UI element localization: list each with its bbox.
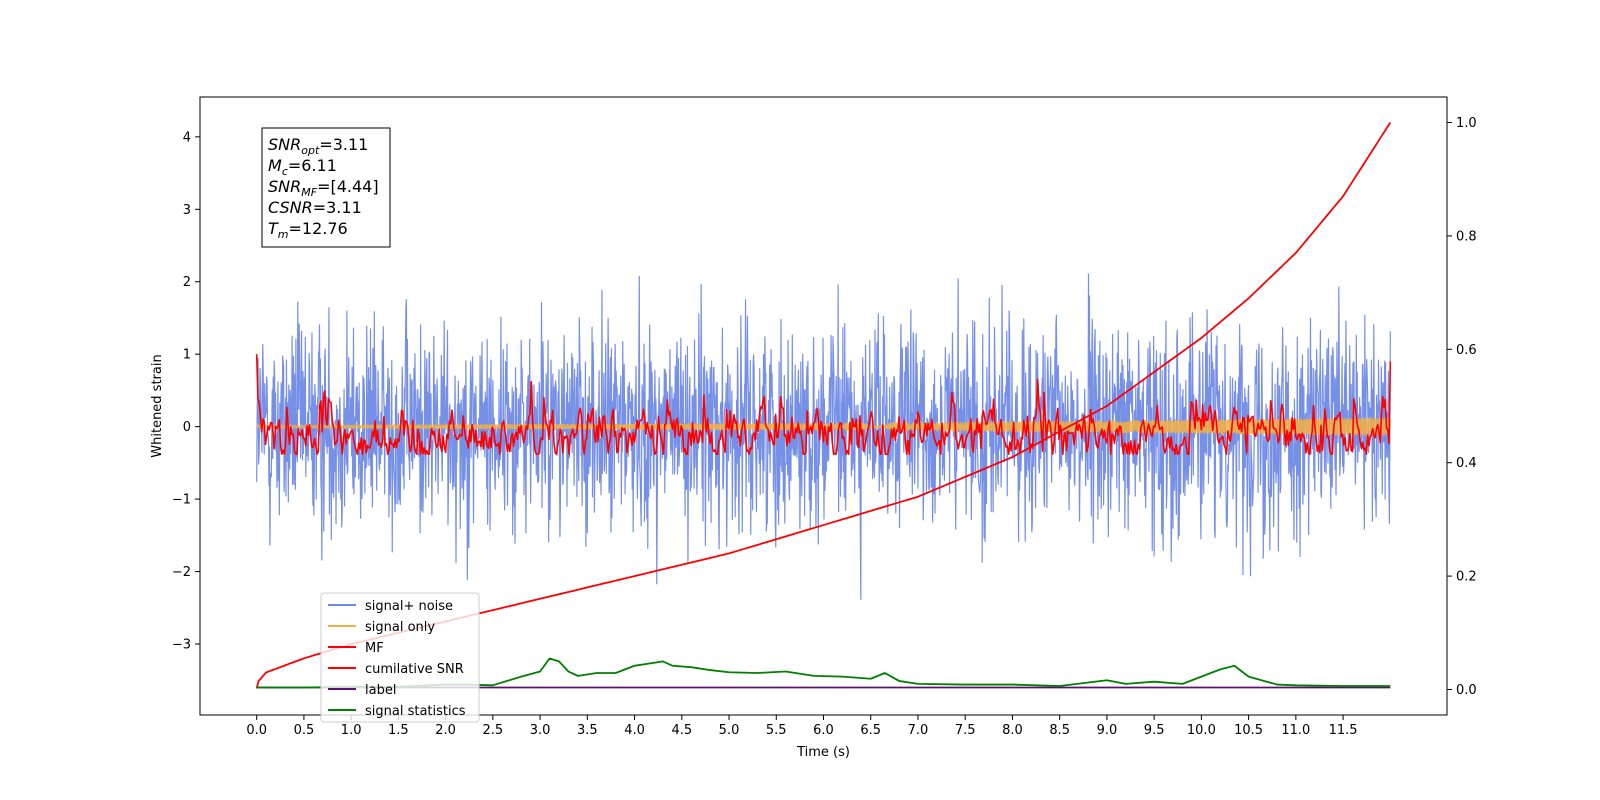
info-line: Mc=6.11 [268, 156, 337, 178]
x-tick-label: 4.0 [624, 723, 645, 738]
x-tick-label: 1.0 [341, 723, 362, 738]
info-line: Tm=12.76 [268, 219, 348, 241]
y-tick-label-left: −3 [172, 637, 191, 652]
x-tick-label: 8.5 [1049, 723, 1070, 738]
x-tick-label: 11.0 [1281, 723, 1310, 738]
x-tick-label: 2.0 [435, 723, 456, 738]
info-line: SNRMF=[4.44] [268, 177, 379, 199]
x-tick-label: 0.0 [246, 723, 267, 738]
left-y-axis: 4 3 2 1 0 −1 −2 −3 [172, 130, 200, 652]
legend-label: label [365, 683, 396, 698]
y-tick-label-left: 3 [183, 203, 191, 218]
info-box-frame [261, 127, 391, 248]
series-cumilative-snr [255, 122, 1392, 689]
right-y-axis: 1.0 0.8 0.6 0.4 0.2 0.0 [1447, 116, 1477, 698]
x-tick-label: 2.5 [483, 723, 504, 738]
series-layer [255, 122, 1392, 689]
y-tick-label-right: 0.2 [1456, 570, 1477, 585]
legend-label: signal only [365, 620, 435, 635]
x-tick-label: 3.5 [577, 723, 598, 738]
x-tick-label: 9.5 [1144, 723, 1165, 738]
x-tick-label: 3.0 [530, 723, 551, 738]
legend-label: signal+ noise [365, 599, 453, 614]
info-line: SNRopt=3.11 [268, 135, 368, 157]
x-tick-label: 1.5 [388, 723, 409, 738]
x-tick-label: 5.0 [719, 723, 740, 738]
x-tick-label: 6.5 [860, 723, 881, 738]
y-tick-label-right: 0.4 [1456, 456, 1477, 471]
y-tick-label-left: 4 [183, 130, 191, 145]
x-tick-label: 7.5 [955, 723, 976, 738]
x-tick-label: 11.5 [1329, 723, 1358, 738]
y-tick-label-right: 0.6 [1456, 343, 1477, 358]
legend-label: signal statistics [365, 704, 466, 719]
x-tick-label: 9.0 [1097, 723, 1118, 738]
series-signal-statistics [256, 657, 1391, 689]
x-tick-label: 8.0 [1002, 723, 1023, 738]
y-tick-label-left: 2 [183, 275, 191, 290]
x-tick-label: 6.0 [813, 723, 834, 738]
x-tick-label: 4.5 [671, 723, 692, 738]
y-tick-label-left: −1 [172, 493, 191, 508]
y-tick-label-right: 0.0 [1456, 683, 1477, 698]
info-line: CSNR=3.11 [268, 198, 362, 217]
y-tick-label-left: 1 [183, 348, 191, 363]
x-tick-label: 10.0 [1187, 723, 1216, 738]
y-axis-label: Whitened strain [150, 354, 165, 457]
x-axis-label: Time (s) [796, 745, 850, 760]
y-tick-label-left: −2 [172, 565, 191, 580]
legend-frame [320, 592, 480, 723]
x-tick-label: 0.5 [294, 723, 315, 738]
series-mf [255, 354, 1392, 455]
y-tick-label-left: 0 [183, 420, 191, 435]
legend-label: cumilative SNR [365, 662, 464, 677]
y-tick-label-right: 1.0 [1456, 116, 1477, 131]
legend: signal+ noise signal only MF cumilative SNR… [320, 592, 480, 723]
x-tick-label: 7.0 [908, 723, 929, 738]
x-tick-label: 5.5 [766, 723, 787, 738]
y-tick-label-right: 0.8 [1456, 229, 1477, 244]
x-tick-label: 10.5 [1234, 723, 1263, 738]
legend-label: MF [365, 641, 384, 656]
x-axis: 0.0 0.5 1.0 1.5 2.0 2.5 3.0 3.5 4.0 4.5 5.0 5.5 6.0 6… [246, 715, 1358, 738]
